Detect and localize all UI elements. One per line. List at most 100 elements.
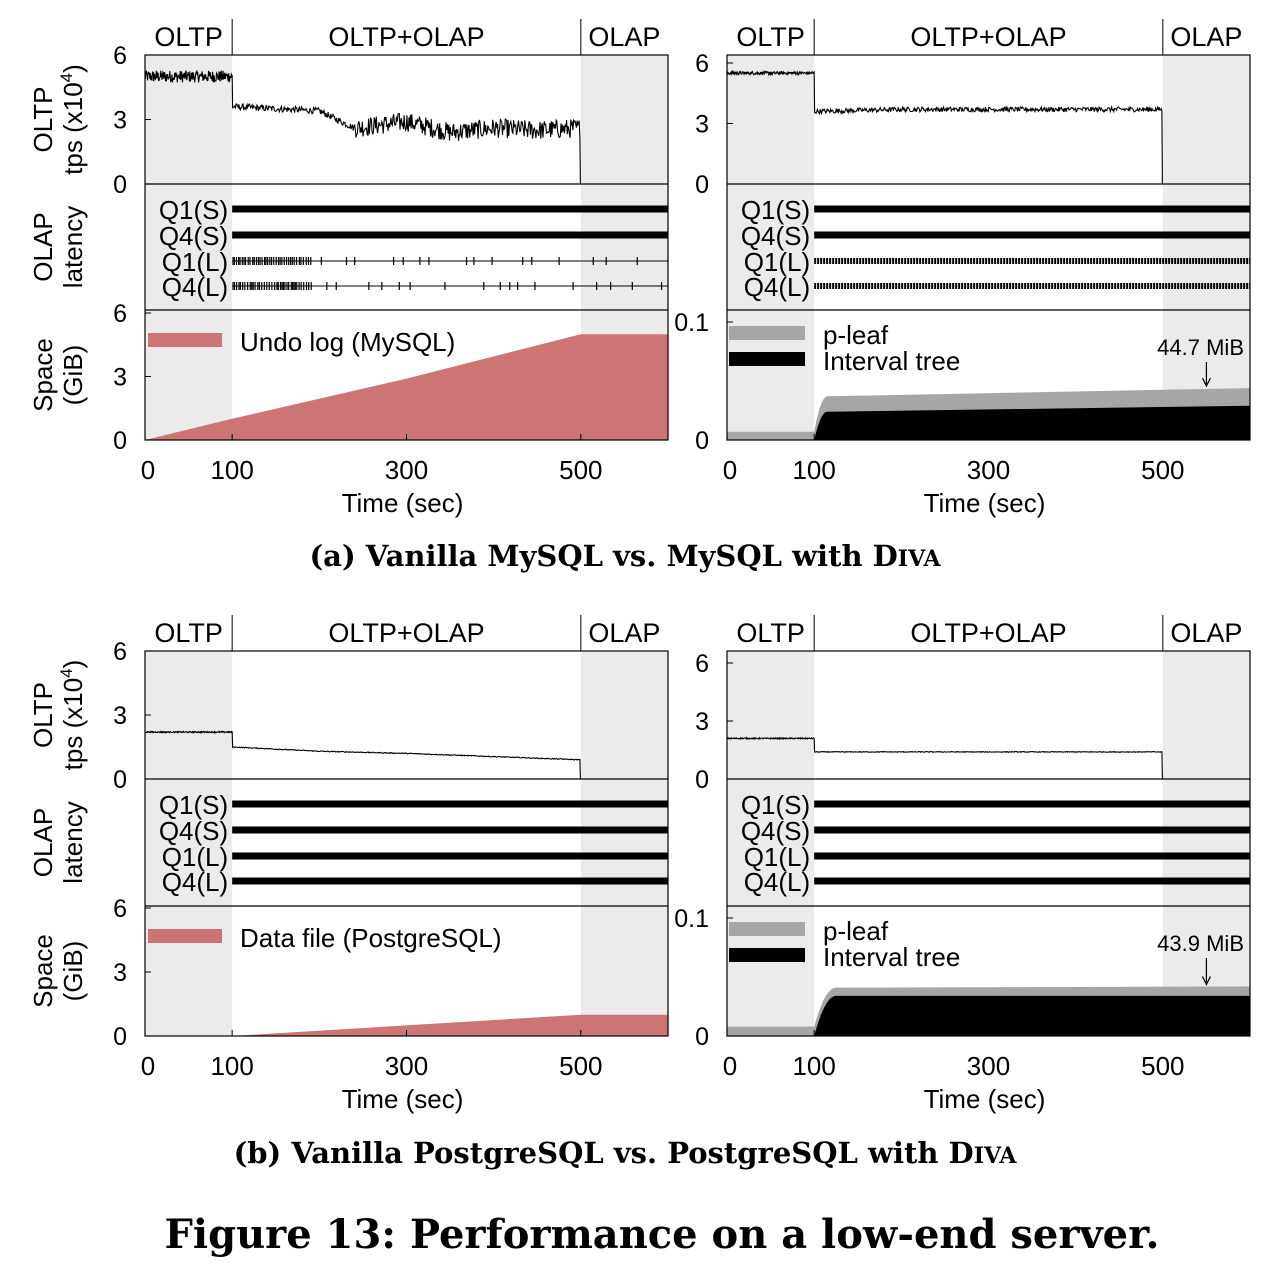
x-tick-label-b-right-0: 0 [723, 1051, 737, 1081]
query-label-a-left-1: Q4(S) [159, 221, 228, 251]
row-label-space-2: (GiB) [58, 345, 88, 406]
tps-line-b-left [144, 730, 581, 780]
x-tick-label-a-right-0: 0 [723, 455, 737, 485]
subcaption-a: (a) Vanilla MySQL vs. MySQL with DIVA [309, 539, 941, 573]
legend-label-a-left: Undo log (MySQL) [240, 327, 455, 357]
legend-swatch-a-left [148, 333, 222, 347]
tps-tick-label-b-left-2: 0 [113, 766, 127, 794]
space-tick-label-a-right-0: 0.1 [674, 309, 709, 337]
row-label-tps-close: ) [58, 64, 88, 73]
x-tick-label-a-right-2: 300 [967, 455, 1010, 485]
tps-tick-label-a-right-2: 0 [695, 171, 709, 199]
shade-olap-b-left [580, 651, 668, 1036]
row-label-tps-2: tps (x104) [57, 660, 88, 771]
row-label-tps-2: tps (x104) [57, 64, 88, 175]
tps-tick-label-a-right-1: 3 [695, 111, 709, 139]
row-label-space-1: Space [28, 934, 58, 1008]
panels-layer: OLTP OLTP+OLAP OLAP630Q1(S)Q4(S)Q1(L)Q4(L)… [28, 19, 1251, 1114]
phase-label-b-left-2: OLAP [588, 618, 660, 648]
tps-line-a-left [144, 70, 581, 185]
query-label-a-right-1: Q4(S) [741, 221, 810, 251]
query-label-b-right-3: Q4(L) [744, 867, 810, 897]
x-axis-label-b-right: Time (sec) [924, 1084, 1046, 1114]
phase-label-b-left-0: OLTP [154, 618, 223, 648]
phase-label-a-right-0: OLTP [736, 22, 805, 52]
panel-b-right: OLTP OLTP+OLAP OLAP 6 3 0 Q1(S)Q4(S)Q1(L)Q4(L)… [674, 615, 1251, 1114]
legend-swatch-b-right-1 [729, 948, 805, 962]
tps-tick-label-a-right-0: 6 [695, 50, 709, 78]
space-area-b-left [145, 1014, 668, 1036]
row-label-tps-unit: tps (x10 [58, 678, 88, 771]
x-tick-label-b-left-1: 100 [210, 1051, 253, 1081]
row-label-latency-2: latency [58, 206, 88, 288]
shade-oltp-b-left [145, 651, 233, 1036]
space-tick-label-b-left-1: 3 [113, 959, 127, 987]
legend-label-b-right-0: p-leaf [823, 916, 889, 946]
phase-label-a-left-1: OLTP+OLAP [328, 22, 484, 52]
phase-label-a-left-0: OLTP [154, 22, 223, 52]
legend-swatch-b-left [148, 929, 222, 943]
space-area-a-left [145, 334, 668, 440]
query-label-a-left-2: Q1(L) [162, 247, 228, 277]
x-tick-label-b-right-3: 500 [1141, 1051, 1184, 1081]
legend-swatch-a-right-1 [729, 352, 805, 366]
x-axis-label-a-left: Time (sec) [342, 488, 464, 518]
row-label-tps-1: OLTP [28, 87, 58, 153]
query-label-a-right-2: Q1(L) [744, 247, 810, 277]
query-label-a-left-3: Q4(L) [162, 272, 228, 302]
latency-ticks-a-left-2 [232, 257, 638, 265]
space-tick-label-b-left-0: 6 [113, 895, 127, 923]
x-axis-label-a-right: Time (sec) [924, 488, 1046, 518]
space-annotation-a-right: 44.7 MiB [1157, 335, 1244, 360]
query-label-a-right-0: Q1(S) [741, 195, 810, 225]
tps-tick-label-b-left-1: 3 [113, 702, 127, 730]
legend-label-a-right-0: p-leaf [823, 320, 889, 350]
x-tick-label-b-right-2: 300 [967, 1051, 1010, 1081]
annotation-arrowhead-a-right [1201, 377, 1211, 388]
x-tick-label-a-right-1: 100 [792, 455, 835, 485]
x-tick-label-a-left-0: 0 [141, 455, 155, 485]
space-tick-label-a-right-1: 0 [695, 427, 709, 455]
shade-oltp-a-right [727, 55, 815, 440]
row-label-tps-exp: 4 [57, 73, 76, 82]
phase-label-a-right-1: OLTP+OLAP [910, 22, 1066, 52]
row-label-latency-1: OLAP [28, 808, 58, 877]
row-label-tps-close: ) [58, 660, 88, 669]
phase-label-a-right-2: OLAP [1170, 22, 1242, 52]
row-label-latency-2: latency [58, 801, 88, 883]
tps-tick-label-b-left-0: 6 [113, 638, 127, 666]
panel-b-left: OLTP OLTP+OLAP OLAP 6 3 0 Q1(S)Q4(S)Q1(L)Q4(L)… [28, 615, 669, 1114]
query-label-b-right-0: Q1(S) [741, 790, 810, 820]
query-label-b-left-0: Q1(S) [159, 790, 228, 820]
space-area-a-right-1 [727, 405, 1250, 440]
query-label-b-left-2: Q1(L) [162, 842, 228, 872]
tps-tick-label-a-left-2: 0 [113, 171, 127, 199]
x-tick-label-b-right-1: 100 [792, 1051, 835, 1081]
x-tick-label-a-left-2: 300 [385, 455, 428, 485]
legend-label-a-right-1: Interval tree [823, 346, 960, 376]
query-label-b-right-2: Q1(L) [744, 842, 810, 872]
shade-oltp-a-left [145, 55, 233, 440]
x-tick-label-b-left-3: 500 [559, 1051, 602, 1081]
shade-oltp-b-right [727, 651, 815, 1036]
legend-swatch-a-right-0 [729, 326, 805, 340]
legend-swatch-b-right-0 [729, 922, 805, 936]
space-tick-label-b-left-2: 0 [113, 1023, 127, 1051]
x-tick-label-a-left-3: 500 [559, 455, 602, 485]
query-label-b-left-1: Q4(S) [159, 816, 228, 846]
x-tick-label-a-left-1: 100 [210, 455, 253, 485]
subcaption-b: (b) Vanilla PostgreSQL vs. PostgreSQL wi… [234, 1136, 1018, 1170]
phase-label-b-right-0: OLTP [736, 618, 805, 648]
row-label-space-2: (GiB) [58, 941, 88, 1002]
tps-tick-label-b-right-0: 6 [695, 650, 709, 678]
row-label-tps-1: OLTP [28, 682, 58, 748]
panel-a-right: OLTP OLTP+OLAP OLAP 6 3 0 Q1(S)Q4(S)Q1(L)Q4(L)… [674, 19, 1251, 518]
space-annotation-b-right: 43.9 MiB [1157, 931, 1244, 956]
tps-tick-label-a-left-1: 3 [113, 107, 127, 135]
legend-label-b-right-1: Interval tree [823, 942, 960, 972]
x-tick-label-a-right-3: 500 [1141, 455, 1184, 485]
phase-label-b-left-1: OLTP+OLAP [328, 618, 484, 648]
query-label-a-right-3: Q4(L) [744, 272, 810, 302]
panel-a-left: OLTP OLTP+OLAP OLAP 6 3 0 Q1(S)Q4(S)Q1(L)Q4(L)… [28, 19, 669, 518]
